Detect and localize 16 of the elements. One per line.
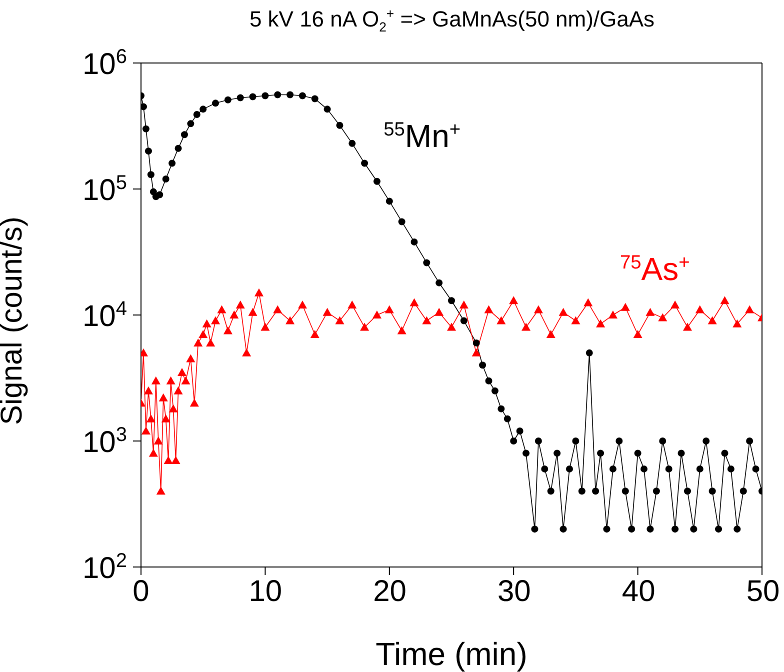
series-label: $^{75}$As$^{+}$ — [620, 251, 690, 288]
y-tick-label: 10$^{5}$ — [82, 172, 127, 207]
y-tick-label: 10$^{6}$ — [82, 46, 127, 81]
chart-title: 5 kV 16 nA O$_{2}$$^{+}$ => GaMnAs(50 nm)/GaAs — [249, 6, 655, 35]
y-tick-label: 10$^{3}$ — [82, 424, 127, 459]
x-tick-label: 40 — [622, 575, 656, 608]
y-tick-label: 10$^{4}$ — [82, 298, 127, 333]
x-tick-label: 0 — [132, 575, 150, 608]
x-tick-label: 20 — [373, 575, 406, 608]
series-label: $^{55}$Mn$^{+}$ — [384, 118, 461, 154]
y-tick-label: 10$^{2}$ — [82, 550, 127, 585]
x-tick-label: 50 — [746, 575, 780, 608]
x-axis-title: Time (min) — [376, 636, 528, 672]
y-axis-title: Signal (count/s) — [0, 216, 29, 425]
x-tick-label: 30 — [498, 575, 531, 608]
x-tick-label: 10 — [248, 575, 282, 608]
